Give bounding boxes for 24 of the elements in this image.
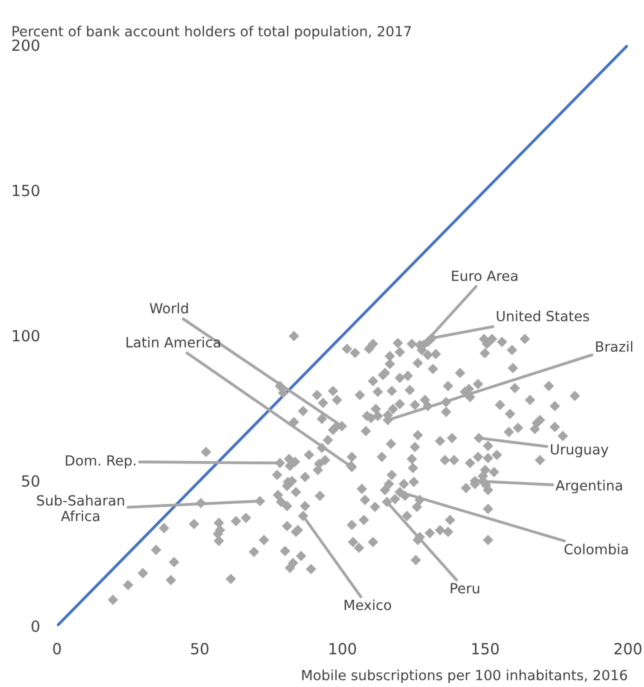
x-tick-label: 150 [472, 642, 499, 654]
annotation: Dom. Rep. [66, 455, 136, 468]
annotation: World [150, 302, 188, 314]
annotation: Argentina [556, 480, 622, 494]
y-tick-label: 100 [12, 330, 40, 342]
y-tick-label: 200 [12, 39, 40, 52]
annotation: Mexico [344, 599, 392, 610]
y-tick-label: 0 [32, 620, 40, 632]
annotation: Euro Area [452, 270, 518, 282]
y-tick-label: 150 [12, 184, 40, 196]
annotation: Colombia [564, 544, 628, 554]
annotation: Brazil [596, 341, 632, 352]
x-tick-label: 0 [53, 642, 61, 654]
x-tick-label: 200 [614, 642, 642, 654]
x-tick-label: 100 [330, 642, 356, 654]
y-axis-title: Percent of bank account holders of total population, 2017 [12, 26, 411, 40]
annotation: United States [496, 310, 590, 322]
y-tick-label: 50 [22, 475, 40, 487]
annotation: Peru [450, 583, 480, 594]
x-tick-label: 50 [191, 642, 208, 654]
annotation: Sub-Saharan Africa [37, 494, 124, 522]
annotation: Uruguay [550, 444, 608, 458]
x-axis-title: Mobile subscriptions per 100 inhabitants, 2016 [302, 670, 628, 684]
annotation: Latin America [126, 336, 220, 348]
